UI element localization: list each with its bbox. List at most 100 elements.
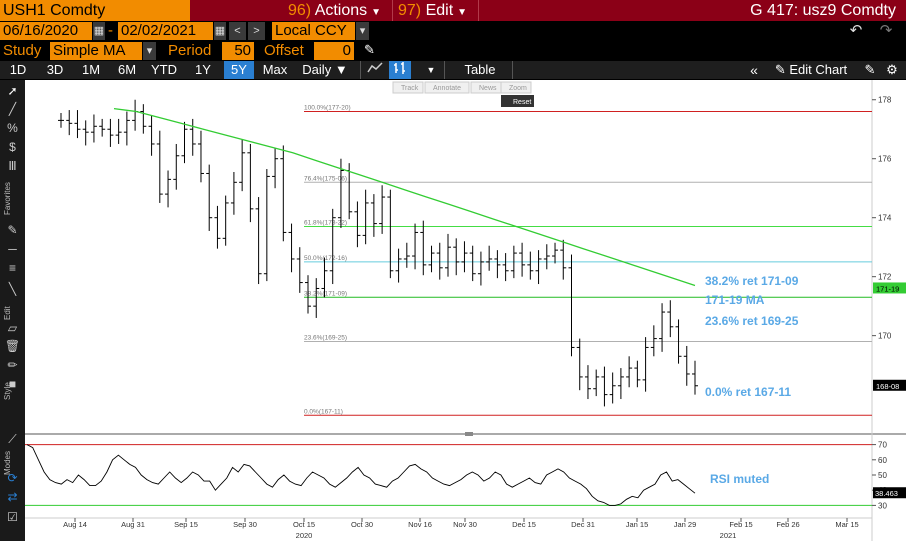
x-tick-label: Jan 15	[626, 520, 649, 529]
zoom-control-track-bg[interactable]	[392, 81, 424, 94]
rsi-current-label: 38.463	[875, 489, 898, 498]
period-1m-button[interactable]: 1M	[81, 62, 101, 77]
calendar-icon[interactable]: ▦	[93, 22, 105, 40]
x-tick-label: Sep 30	[233, 520, 257, 529]
frequency-select[interactable]: Daily ▼	[294, 61, 356, 79]
redo-icon[interactable]: ↷	[874, 22, 898, 40]
fib-level-label: 100.0%(177-20)	[304, 105, 351, 112]
parallel-lines-icon[interactable]: ≡	[8, 261, 16, 275]
edit-chart-button[interactable]: ✎ Edit Chart	[766, 61, 856, 79]
actions-menu[interactable]: 96) Actions ▼	[288, 0, 381, 21]
line-chart-icon[interactable]	[364, 61, 386, 79]
zoom-control-news[interactable]: News	[479, 85, 497, 92]
fib-level-label: 0.0%(167-11)	[304, 408, 343, 415]
annotation-ret-0[interactable]: 0.0% ret 167-11	[705, 385, 791, 399]
color-swatch-icon[interactable]: ■	[8, 377, 17, 391]
price-pane	[25, 80, 872, 432]
toolbar-divider	[444, 61, 445, 79]
bar-chart-icon[interactable]	[389, 61, 411, 79]
zoom-control-track[interactable]: Track	[401, 85, 419, 92]
annotation-ma[interactable]: 171-19 MA	[705, 293, 765, 307]
rsi-line	[26, 444, 696, 506]
period-1y-button[interactable]: 1Y	[195, 62, 211, 77]
menu-divider	[478, 0, 479, 21]
brush-icon[interactable]: ╲	[8, 282, 17, 296]
title-bar	[0, 0, 906, 21]
edit-menu[interactable]: 97) Edit ▼	[398, 0, 467, 21]
current-price-badge	[873, 379, 906, 391]
date-separator: -	[108, 22, 113, 39]
table-button[interactable]: Table	[464, 62, 496, 77]
chevron-down-icon[interactable]: ▾	[143, 42, 156, 60]
date-bar	[0, 21, 906, 41]
horizontal-line-icon[interactable]: ─	[8, 242, 17, 256]
prev-arrow-icon[interactable]: <	[229, 22, 246, 40]
study-select[interactable]: Simple MA	[50, 42, 142, 60]
checkbox-icon[interactable]: ☑	[7, 510, 18, 524]
pencil-icon[interactable]: ✎	[7, 223, 18, 237]
end-date-input[interactable]: 02/02/2021	[118, 22, 213, 40]
fib-tool-icon[interactable]: Ⅲ	[8, 159, 17, 173]
pane-resize-handle[interactable]	[465, 432, 473, 436]
page-title: G 417: usz9 Comdty	[750, 2, 896, 19]
money-tool-icon[interactable]: $	[9, 140, 16, 154]
chart-area[interactable]: Track Annotate News Zoom Reset 100.0%(177-20)…	[25, 80, 906, 541]
study-label: Study	[3, 42, 42, 59]
rsi-tick-label: 30	[878, 501, 887, 510]
period-3d-button[interactable]: 3D	[46, 62, 64, 77]
period-6m-button[interactable]: 6M	[117, 62, 137, 77]
toolbar-divider	[512, 61, 513, 79]
pencil-icon[interactable]: ✎	[364, 42, 375, 57]
trash-icon[interactable]: 🗑	[4, 339, 21, 353]
zoom-control-annotate[interactable]: Annotate	[433, 85, 461, 92]
chevron-down-icon[interactable]: ▾	[356, 22, 369, 40]
menu-divider	[392, 0, 393, 21]
line-tool-icon[interactable]: ╱	[8, 102, 17, 116]
reset-button[interactable]: Reset	[513, 99, 531, 106]
offset-input[interactable]: 0	[314, 42, 354, 60]
refresh-mode-icon[interactable]: ⟳	[7, 471, 18, 485]
settings-icon[interactable]: ⚙	[886, 62, 898, 77]
x-tick-label: Dec 31	[571, 520, 595, 529]
collapse-left-icon[interactable]: «	[750, 62, 758, 78]
currency-select[interactable]: Local CCY	[272, 22, 355, 40]
period-max-button[interactable]: Max	[262, 62, 288, 77]
actions-label: Actions	[314, 2, 368, 19]
compare-mode-icon[interactable]: ⇄	[7, 490, 18, 504]
calendar-icon[interactable]: ▦	[214, 22, 226, 40]
percent-tool-icon[interactable]: %	[7, 121, 18, 135]
reset-button-bg[interactable]	[501, 95, 534, 107]
cursor-icon[interactable]: ➚	[7, 84, 18, 98]
ticker-field[interactable]: USH1 Comdty	[0, 0, 190, 21]
price-tick-label: 176	[878, 155, 892, 164]
edit-chart-label: Edit Chart	[789, 62, 848, 77]
annotation-ret-236[interactable]: 23.6% ret 169-25	[705, 314, 799, 328]
fib-level-label: 38.2%(171-09)	[304, 290, 347, 297]
start-date-input[interactable]: 06/16/2020	[0, 22, 92, 40]
undo-icon[interactable]: ↶	[844, 22, 868, 40]
next-arrow-icon[interactable]: >	[248, 22, 265, 40]
current-price-label: 168-08	[876, 382, 899, 391]
x-tick-label: Nov 30	[453, 520, 477, 529]
crosshair-icon[interactable]: ⟋	[8, 432, 17, 446]
period-1d-button[interactable]: 1D	[9, 62, 27, 77]
price-chart-svg[interactable]: Track Annotate News Zoom Reset 100.0%(177-20)…	[25, 80, 906, 541]
edit-shortcut: 97)	[398, 2, 422, 19]
eraser-icon[interactable]: ▱	[7, 321, 18, 335]
chart-tools-sidebar	[0, 80, 25, 541]
annotation-ret-382[interactable]: 38.2% ret 171-09	[705, 274, 799, 288]
edit-settings-icon[interactable]: ✎	[864, 62, 876, 77]
annotation-rsi[interactable]: RSI muted	[710, 472, 769, 486]
chart-type-dropdown-icon[interactable]: ▼	[426, 65, 436, 75]
edit-label: Edit	[425, 2, 454, 19]
chevron-down-icon: ▼	[457, 7, 468, 18]
fib-level-label: 23.6%(169-25)	[304, 335, 347, 342]
period-input[interactable]: 50	[222, 42, 254, 60]
period-5y-button[interactable]: 5Y	[224, 61, 254, 79]
style-pencil-icon[interactable]: ✏	[7, 358, 18, 372]
zoom-control-zoom-bg[interactable]	[500, 81, 532, 94]
zoom-control-zoom[interactable]: Zoom	[509, 85, 527, 92]
period-ytd-button[interactable]: YTD	[151, 62, 177, 77]
zoom-control-annotate-bg[interactable]	[424, 81, 470, 94]
x-tick-label: Aug 31	[121, 520, 145, 529]
